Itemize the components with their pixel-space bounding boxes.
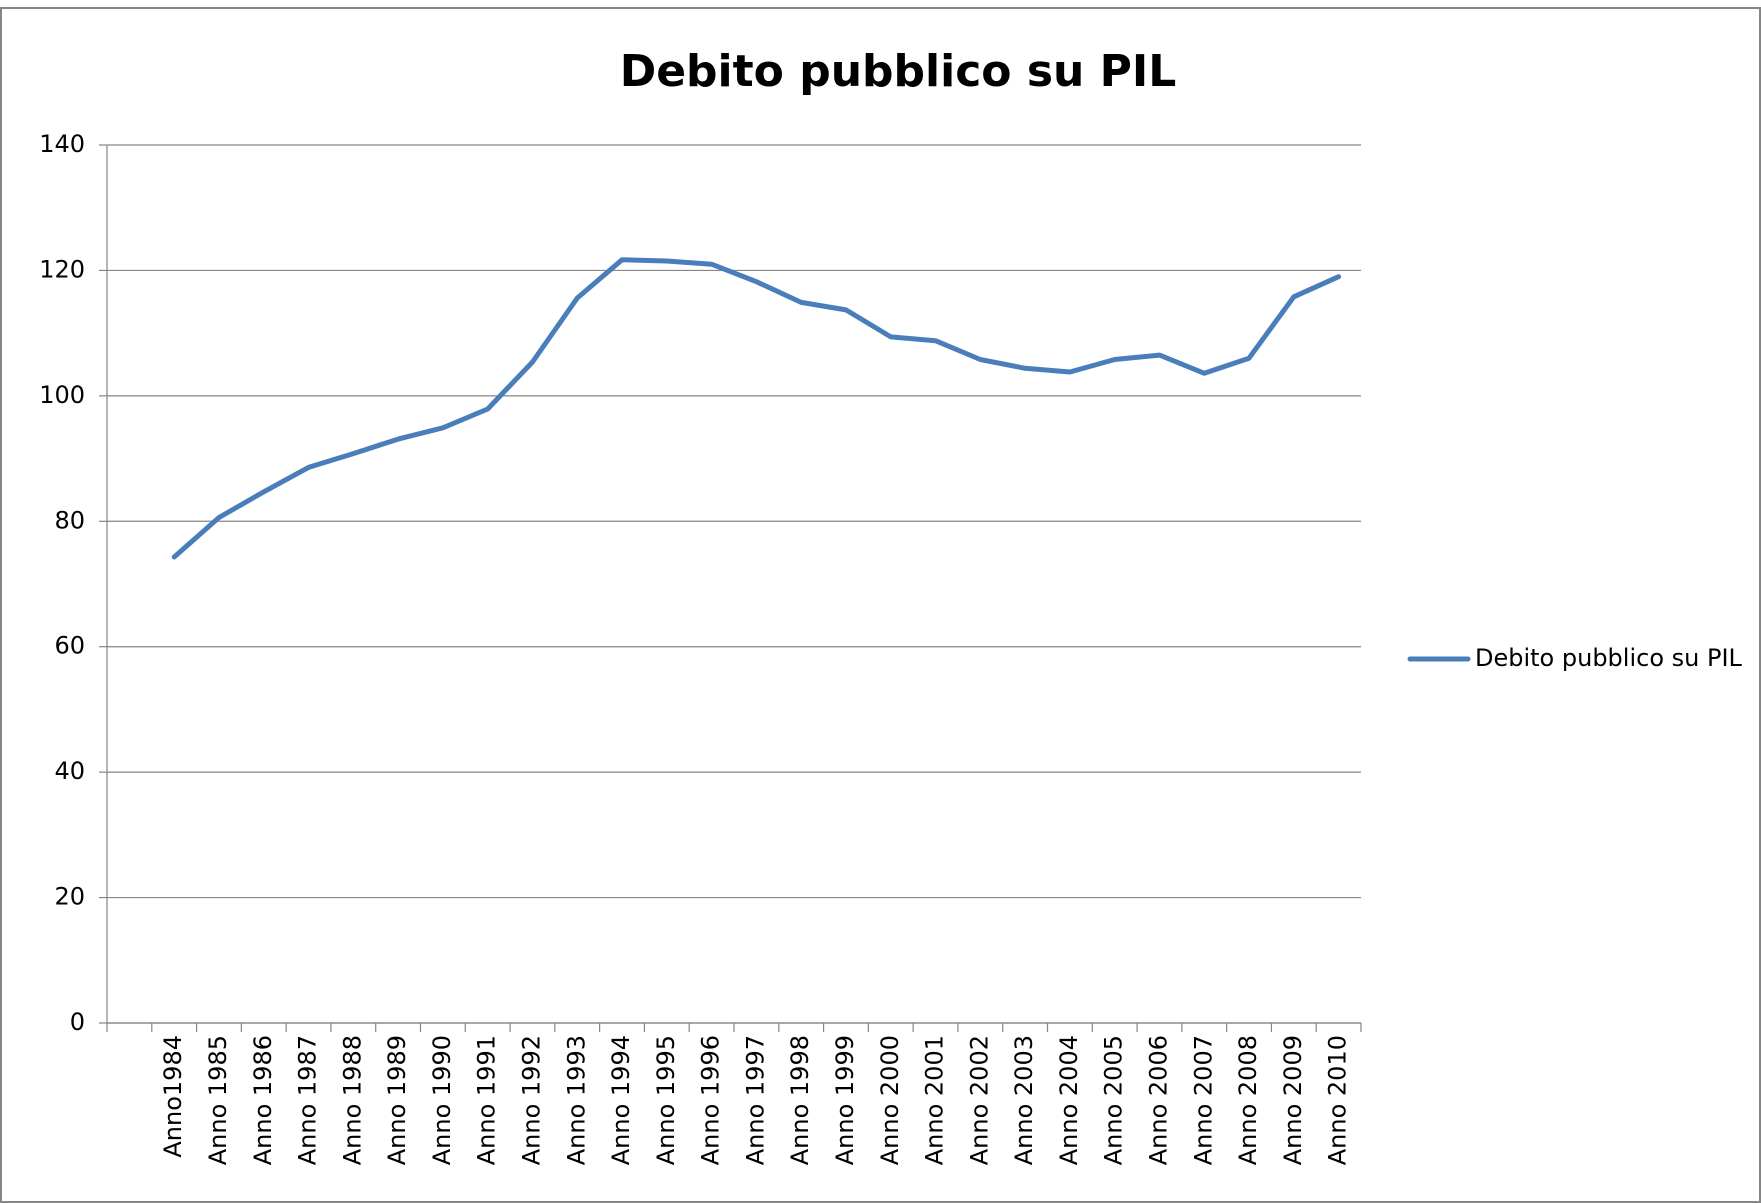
x-tick-label: Anno 1992 [517, 1035, 545, 1165]
x-tick-label: Anno 1997 [741, 1035, 769, 1165]
x-tick-label: Anno 1986 [249, 1035, 277, 1165]
y-tick-label: 0 [70, 1008, 85, 1036]
legend-label: Debito pubblico su PIL [1475, 644, 1743, 672]
y-tick-label: 120 [39, 255, 85, 283]
x-tick-label: Anno 1999 [831, 1035, 859, 1165]
x-tick-label: Anno 2010 [1324, 1035, 1352, 1165]
x-tick-label: Anno 1991 [473, 1035, 501, 1165]
x-tick-label: Anno 2008 [1234, 1035, 1262, 1165]
x-tick-label: Anno 2000 [876, 1035, 904, 1165]
x-tick-label: Anno 1989 [383, 1035, 411, 1165]
y-tick-label: 80 [54, 506, 85, 534]
x-tick-label: Anno 2002 [965, 1035, 993, 1165]
line-series [171, 257, 1342, 560]
x-tick-label: Anno 1994 [607, 1035, 635, 1165]
x-tick-label: Anno 1998 [786, 1035, 814, 1165]
x-tick-label: Anno 1990 [428, 1035, 456, 1165]
x-tick-label: Anno 1988 [338, 1035, 366, 1165]
y-tick-label: 100 [39, 381, 85, 409]
chart-frame [0, 7, 1761, 1203]
x-tick-label: Anno 1993 [562, 1035, 590, 1165]
y-tick-label: 20 [54, 883, 85, 911]
y-tick-label: 140 [39, 130, 85, 158]
x-tick-label: Anno 2001 [921, 1035, 949, 1165]
x-tick-label: Anno 1996 [697, 1035, 725, 1165]
x-tick-label: Anno 1995 [652, 1035, 680, 1165]
x-tick-label: Anno 2005 [1100, 1035, 1128, 1165]
x-tick-label: Anno 2003 [1010, 1035, 1038, 1165]
x-tick-label: Anno 2009 [1279, 1035, 1307, 1165]
x-tick-label: Anno 1987 [294, 1035, 322, 1165]
x-tick-label: Anno 2004 [1055, 1035, 1083, 1165]
x-tick-label: Anno 2006 [1144, 1035, 1172, 1165]
y-tick-label: 60 [54, 632, 85, 660]
x-tick-label: Anno 1985 [204, 1035, 232, 1165]
chart-title: Debito pubblico su PIL [620, 46, 1177, 97]
x-tick-label: Anno 2007 [1189, 1035, 1217, 1165]
y-tick-label: 40 [54, 757, 85, 785]
x-tick-label: Anno1984 [159, 1035, 187, 1158]
